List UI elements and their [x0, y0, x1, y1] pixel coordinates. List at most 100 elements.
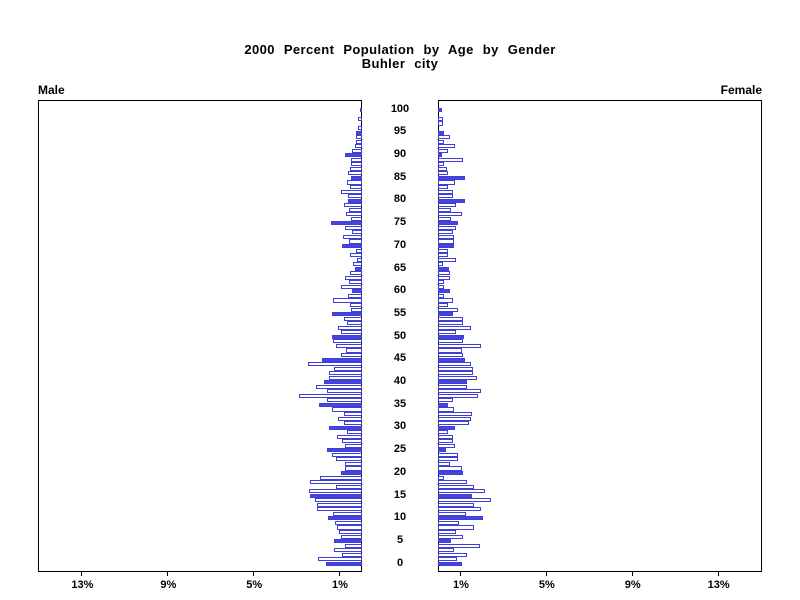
male-bar-age-47: [345, 348, 362, 353]
female-bar-age-73: [438, 230, 454, 235]
x-tick: [167, 571, 169, 576]
male-bar-age-27: [341, 439, 362, 444]
male-bar-age-92: [354, 144, 362, 149]
male-bar-age-90: [344, 153, 362, 158]
male-bar-age-42: [328, 371, 362, 376]
age-tick-label-40: 40: [393, 375, 407, 387]
female-bar-age-94: [438, 135, 450, 140]
x-tick-label-5%: 5%: [246, 579, 263, 591]
age-tick-label-90: 90: [393, 148, 407, 160]
male-bar-age-55: [331, 312, 362, 317]
male-bar-age-63: [344, 275, 362, 280]
female-bar-age-12: [438, 507, 481, 512]
female-bar-age-14: [438, 498, 491, 503]
x-tick-label-1%: 1%: [332, 579, 348, 591]
female-bar-age-48: [438, 343, 481, 348]
chart-subtitle: Buhler city: [361, 56, 439, 71]
male-bar-age-95: [355, 130, 362, 135]
male-bar-age-24: [331, 452, 362, 457]
male-bar-age-19: [320, 475, 362, 480]
male-bar-age-75: [330, 221, 362, 226]
x-tick: [545, 571, 547, 576]
male-bar-age-13: [316, 502, 362, 507]
female-bar-age-84: [438, 180, 456, 185]
male-bar-age-48: [336, 343, 362, 348]
female-bar-age-30: [438, 425, 456, 430]
female-bar-age-44: [438, 362, 472, 367]
female-bar-age-75: [438, 221, 459, 226]
female-bar-age-34: [438, 407, 455, 412]
female-bar-age-43: [438, 366, 474, 371]
male-bar-age-4: [344, 543, 362, 548]
female-bar-age-40: [438, 380, 467, 385]
male-bar-age-72: [342, 234, 362, 239]
female-bar-age-54: [438, 316, 463, 321]
female-bar-age-89: [438, 157, 463, 162]
male-bar-age-71: [349, 239, 362, 244]
male-bar-age-23: [336, 457, 362, 462]
female-bar-age-52: [438, 325, 472, 330]
male-bar-age-58: [333, 298, 362, 303]
female-bar-age-71: [438, 239, 455, 244]
x-tick: [717, 571, 719, 576]
female-bar-age-36: [438, 398, 454, 403]
female-bar-age-60: [438, 289, 450, 294]
age-tick-label-85: 85: [393, 170, 407, 183]
male-bar-age-67: [356, 257, 362, 262]
male-bar-age-29: [346, 430, 362, 435]
male-bar-age-74: [344, 225, 362, 230]
male-bar-age-22: [344, 461, 362, 466]
male-bar-age-16: [309, 489, 362, 494]
female-bar-age-1: [438, 557, 458, 562]
male-series-label: Male: [38, 83, 65, 97]
female-bar-age-39: [438, 384, 467, 389]
x-tick-label-5%: 5%: [538, 579, 555, 591]
male-bar-age-2: [341, 552, 362, 557]
male-bar-age-59: [348, 293, 362, 299]
female-bar-age-26: [438, 443, 456, 448]
male-bar-age-56: [351, 307, 362, 312]
male-bar-age-79: [343, 203, 362, 208]
female-bar-age-55: [438, 312, 454, 317]
female-bar-age-67: [438, 257, 457, 262]
male-bar-age-91: [352, 148, 362, 153]
male-bar-age-81: [348, 194, 362, 199]
female-bar-age-86: [438, 171, 448, 176]
male-bar-age-70: [341, 244, 362, 249]
female-bar-age-4: [438, 543, 480, 548]
x-tick: [81, 571, 83, 576]
male-bar-age-64: [350, 271, 362, 276]
male-bar-age-49: [333, 339, 362, 344]
female-series-label: Female: [720, 83, 762, 97]
male-bar-age-96: [357, 125, 362, 131]
female-bar-age-95: [438, 130, 445, 135]
male-bar-age-40: [324, 380, 362, 385]
male-bar-age-60: [352, 289, 362, 294]
age-tick-label-65: 65: [393, 261, 407, 274]
female-bar-age-35: [438, 402, 448, 407]
female-bar-age-80: [438, 198, 465, 203]
female-bar-age-57: [438, 303, 448, 308]
female-bar-age-29: [438, 430, 448, 435]
female-bar-age-37: [438, 393, 478, 398]
female-bar-age-79: [438, 203, 457, 208]
female-bar-age-90: [438, 153, 443, 158]
x-tick-label-1%: 1%: [453, 579, 469, 591]
female-bar-age-28: [438, 434, 454, 439]
female-bar-age-7: [438, 530, 457, 535]
female-bar-age-18: [438, 480, 467, 485]
female-bar-age-77: [438, 212, 462, 217]
age-tick-label-5: 5: [396, 533, 404, 546]
age-tick-label-15: 15: [393, 488, 407, 501]
age-tick-label-35: 35: [393, 397, 407, 410]
age-tick-label-75: 75: [393, 216, 407, 229]
age-tick-label-0: 0: [396, 556, 404, 569]
female-bar-age-82: [438, 189, 454, 194]
male-bar-age-100: [359, 107, 362, 112]
male-bar-age-34: [331, 407, 362, 412]
female-bar-age-27: [438, 439, 454, 444]
male-bar-age-43: [334, 366, 362, 371]
age-tick-label-95: 95: [393, 125, 407, 138]
male-bar-age-45: [322, 357, 362, 362]
